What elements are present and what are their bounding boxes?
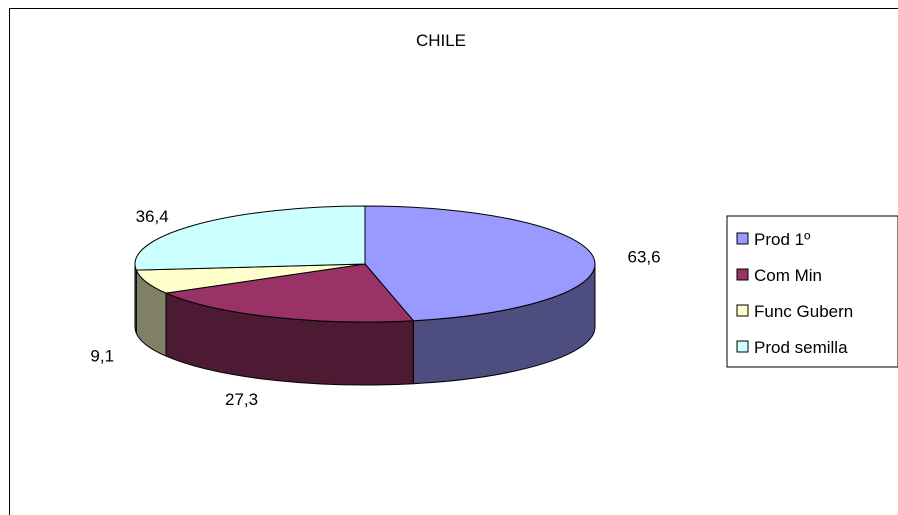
slice-com-min (164, 263, 415, 323)
chart-title: CHILE (416, 31, 466, 50)
data-label-prod-semilla: 36,4 (136, 207, 169, 226)
slice-prod-semilla (134, 205, 366, 271)
legend-label-prod-semilla: Prod semilla (754, 338, 848, 357)
legend-swatch-com-min (736, 268, 749, 281)
slice-side-prod-semilla (134, 263, 137, 334)
data-label-prod-1: 63,6 (628, 247, 661, 266)
data-labels: 63,6 27,3 9,1 36,4 (90, 207, 660, 409)
legend-swatch-prod-1 (736, 232, 749, 245)
legend-box (726, 215, 898, 368)
legend-label-prod-1: Prod 1º (754, 230, 810, 249)
legend-label-com-min: Com Min (754, 266, 822, 285)
legend: Prod 1º Com Min Func Gubern Prod semilla (726, 215, 898, 368)
legend-swatch-prod-semilla (736, 340, 749, 353)
slice-prod-1 (364, 205, 596, 322)
legend-swatch-func-gubern (736, 304, 749, 317)
data-label-com-min: 27,3 (225, 390, 258, 409)
pie-slices (134, 205, 596, 386)
legend-label-func-gubern: Func Gubern (754, 302, 853, 321)
data-label-func-gubern: 9,1 (90, 346, 114, 365)
